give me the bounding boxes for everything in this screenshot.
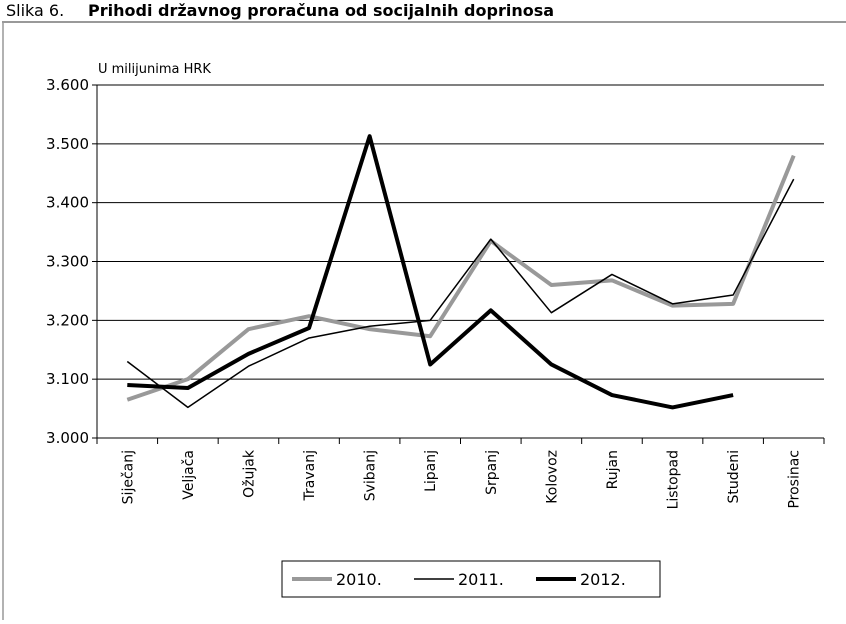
x-tick-label: Travanj	[302, 450, 318, 501]
x-tick-label: Studeni	[726, 450, 742, 504]
y-tick-label: 3.400	[46, 194, 89, 212]
x-tick-label: Rujan	[605, 450, 621, 489]
y-axis-title: U milijunima HRK	[98, 62, 211, 77]
legend-box	[281, 560, 661, 598]
chart-title: Prihodi državnog proračuna od socijalnih…	[88, 1, 554, 20]
x-tick-label: Svibanj	[363, 450, 379, 501]
y-tick-label: 3.000	[46, 429, 89, 447]
x-tick-label: Lipanj	[423, 450, 439, 492]
figure-label: Slika 6.	[6, 1, 64, 20]
x-tick-label: Ožujak	[241, 449, 257, 498]
legend-label: 2010.	[336, 570, 382, 589]
x-tick-label: Prosinac	[787, 450, 803, 509]
series-line	[127, 134, 734, 410]
series-line	[126, 178, 795, 409]
x-tick-label: Kolovoz	[544, 450, 560, 504]
y-tick-label: 3.200	[46, 311, 89, 329]
x-tick-label: Siječanj	[120, 450, 136, 504]
legend-label: 2011.	[458, 570, 504, 589]
y-tick-label: 3.500	[46, 135, 89, 153]
x-tick-label: Veljača	[181, 450, 197, 500]
x-tick-label: Srpanj	[484, 450, 500, 495]
x-tick-label: Listopad	[666, 450, 682, 509]
y-tick-label: 3.100	[46, 370, 89, 388]
series-line	[126, 154, 796, 402]
legend-label: 2012.	[580, 570, 626, 589]
y-tick-label: 3.300	[46, 253, 89, 271]
y-tick-label: 3.600	[46, 76, 89, 94]
